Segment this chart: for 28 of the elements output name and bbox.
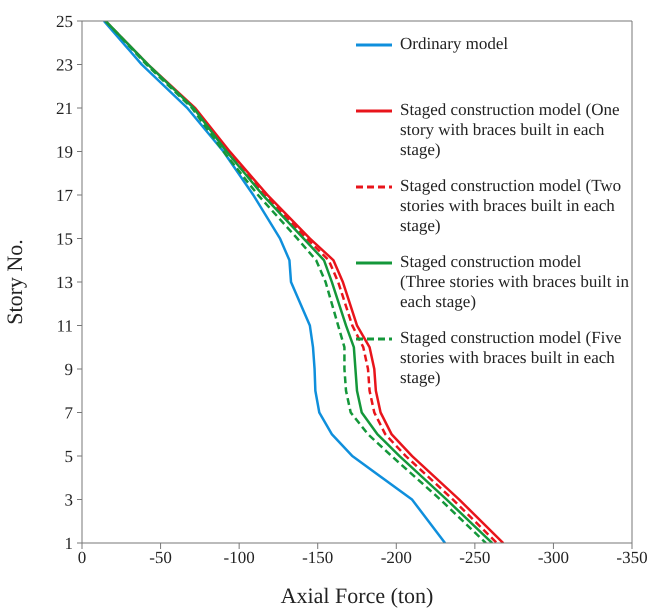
x-tick-label: -100 <box>224 548 255 568</box>
legend-label: Staged construction model (Three stories with braces built in each stage) <box>400 252 630 312</box>
x-tick-label: -50 <box>149 548 172 568</box>
y-tick-label: 11 <box>56 316 73 336</box>
x-tick-label: -150 <box>302 548 334 568</box>
y-tick-label: 21 <box>56 99 73 118</box>
x-axis-title: Axial Force (ton) <box>280 583 434 608</box>
x-tick-label: -300 <box>538 548 570 568</box>
y-axis-title: Story No. <box>2 239 27 325</box>
y-tick-label: 1 <box>64 534 73 554</box>
legend-label: Staged construction model (Two stories with braces built in each stage) <box>400 176 622 236</box>
legend-label: Ordinary model <box>400 34 510 54</box>
y-tick-label: 3 <box>64 490 73 510</box>
y-tick-label: 23 <box>56 56 73 75</box>
y-tick-label: 15 <box>56 230 73 249</box>
y-tick-label: 19 <box>56 142 73 162</box>
y-tick-label: 5 <box>64 447 73 466</box>
legend-label: Staged construction model (Five stories with braces built in each stage) <box>400 328 622 388</box>
y-tick-label: 17 <box>56 186 74 206</box>
x-tick-label: -200 <box>380 548 412 568</box>
x-tick-label: 0 <box>78 548 86 568</box>
x-tick-label: -250 <box>459 548 490 568</box>
y-tick-label: 25 <box>56 12 73 32</box>
legend-label: Staged construction model (One story with braces built in each stage) <box>400 100 621 160</box>
y-tick-label: 13 <box>56 273 73 292</box>
y-tick-label: 9 <box>64 360 73 380</box>
y-tick-label: 7 <box>64 404 74 423</box>
x-tick-label: -350 <box>616 548 648 568</box>
